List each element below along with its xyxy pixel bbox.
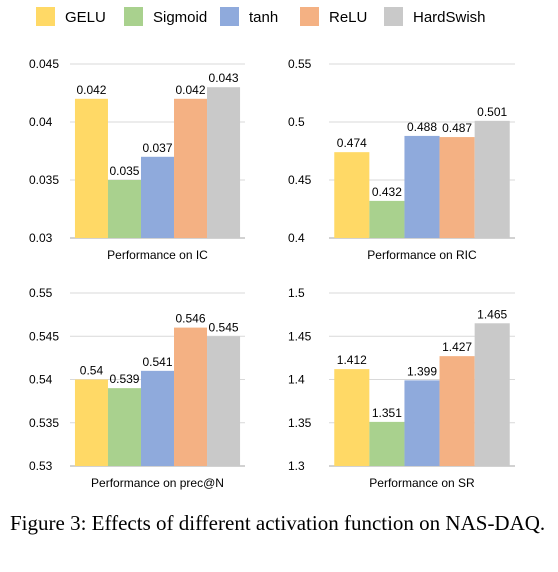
chart-title: Performance on IC — [107, 248, 208, 262]
y-tick-label: 0.03 — [29, 231, 53, 245]
chart-title: Performance on RIC — [367, 248, 477, 262]
legend-item-gelu: GELU — [36, 7, 106, 26]
legend-item-sigmoid: Sigmoid — [124, 7, 207, 26]
bar-relu — [174, 327, 208, 466]
bar-tanh — [404, 380, 440, 466]
bar-hardswish — [207, 87, 241, 238]
data-label: 0.037 — [142, 141, 172, 155]
bar-relu — [439, 356, 475, 466]
data-label: 0.042 — [76, 83, 106, 97]
y-tick-label: 1.3 — [288, 459, 305, 473]
data-label: 0.539 — [109, 372, 139, 386]
bar-sigmoid — [107, 388, 141, 466]
legend-label: HardSwish — [413, 9, 486, 26]
chart-grid: 0.030.0350.040.0450.0420.0350.0370.0420.… — [29, 57, 515, 490]
bar-gelu — [74, 98, 108, 238]
data-label: 0.54 — [80, 364, 104, 378]
data-label: 0.432 — [372, 185, 402, 199]
data-label: 0.474 — [337, 136, 367, 150]
chart-performance-on-ic: 0.030.0350.040.0450.0420.0350.0370.0420.… — [29, 57, 245, 262]
legend-label: tanh — [249, 9, 278, 26]
bar-hardswish — [474, 323, 510, 466]
y-tick-label: 0.5 — [288, 115, 305, 129]
chart-performance-on-ric: 0.4 0.45 0.5 0.55 0.474 0.432 0.488 0.487 0.501 P… — [288, 57, 515, 262]
data-label: 0.042 — [176, 83, 206, 97]
bar-gelu — [74, 379, 108, 466]
y-tick-label: 0.545 — [29, 329, 59, 343]
chart-title: Performance on SR — [369, 476, 475, 490]
data-label: 0.545 — [209, 320, 239, 334]
y-tick-label: 0.04 — [29, 115, 53, 129]
y-tick-label: 1.35 — [288, 416, 312, 430]
legend-label: ReLU — [329, 9, 367, 26]
bar-hardswish — [474, 120, 510, 238]
y-tick-label: 0.045 — [29, 57, 59, 71]
legend-swatch — [36, 7, 55, 26]
y-tick-label: 0.035 — [29, 173, 59, 187]
y-tick-label: 1.5 — [288, 286, 305, 300]
figure-caption: Figure 3: Effects of different activatio… — [10, 511, 546, 535]
legend-label: GELU — [65, 9, 106, 26]
data-label: 0.043 — [209, 71, 239, 85]
data-label: 1.351 — [372, 406, 402, 420]
legend-label: Sigmoid — [153, 9, 207, 26]
chart-performance-on-sr: 1.3 1.35 1.4 1.45 1.5 1.412 1.351 1.399 1.427 1.4… — [288, 286, 515, 490]
y-tick-label: 0.53 — [29, 459, 53, 473]
bar-hardswish — [207, 336, 241, 466]
data-label: 0.035 — [109, 164, 139, 178]
data-label: 0.546 — [176, 312, 206, 326]
legend-item-hardswish: HardSwish — [384, 7, 486, 26]
legend-swatch — [384, 7, 403, 26]
bar-gelu — [334, 152, 370, 238]
y-tick-label: 0.4 — [288, 231, 305, 245]
chart-title: Performance on prec@N — [91, 476, 224, 490]
y-tick-label: 0.45 — [288, 173, 312, 187]
chart-legend: GELU Sigmoid tanh ReLU HardSwish — [36, 7, 486, 26]
bar-sigmoid — [369, 421, 405, 466]
data-label: 0.541 — [142, 355, 172, 369]
legend-item-relu: ReLU — [300, 7, 367, 26]
bar-relu — [174, 98, 208, 238]
bar-tanh — [140, 156, 175, 238]
legend-item-tanh: tanh — [220, 7, 278, 26]
y-tick-label: 1.4 — [288, 373, 305, 387]
bar-relu — [439, 137, 475, 238]
data-label: 0.487 — [442, 121, 472, 135]
data-label: 0.501 — [477, 105, 507, 119]
y-tick-label: 0.55 — [29, 286, 53, 300]
bar-tanh — [140, 370, 175, 466]
y-tick-label: 1.45 — [288, 329, 312, 343]
bar-sigmoid — [107, 180, 141, 238]
data-label: 1.465 — [477, 307, 507, 321]
bar-sigmoid — [369, 200, 405, 238]
legend-swatch — [300, 7, 319, 26]
y-tick-label: 0.535 — [29, 416, 59, 430]
data-label: 1.399 — [407, 364, 437, 378]
y-tick-label: 0.55 — [288, 57, 312, 71]
legend-swatch — [124, 7, 143, 26]
y-tick-label: 0.54 — [29, 373, 53, 387]
data-label: 1.412 — [337, 353, 367, 367]
legend-swatch — [220, 7, 239, 26]
data-label: 0.488 — [407, 120, 437, 134]
bar-gelu — [334, 369, 370, 466]
data-label: 1.427 — [442, 340, 472, 354]
bar-tanh — [404, 135, 440, 238]
